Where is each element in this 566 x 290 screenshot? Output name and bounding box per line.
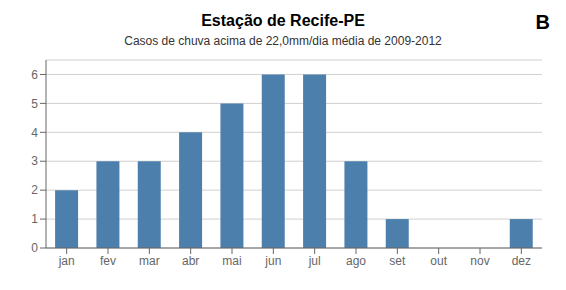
html-text:Casos de chuva acima de 22,0mm: Casos de chuva acima de 22,0mm/dia média… [124, 34, 442, 48]
svg-text:2: 2 [31, 183, 38, 197]
svg-text:jun: jun [264, 254, 281, 268]
svg-text:jul: jul [308, 254, 321, 268]
svg-text:jan: jan [58, 254, 75, 268]
svg-text:4: 4 [31, 126, 38, 140]
svg-text:fev: fev [100, 254, 116, 268]
svg-text:nov: nov [470, 254, 489, 268]
svg-text:abr: abr [182, 254, 199, 268]
svg-text:mai: mai [222, 254, 241, 268]
svg-text:3: 3 [31, 154, 38, 168]
svg-text:dez: dez [512, 254, 531, 268]
svg-text:ago: ago [346, 254, 366, 268]
svg-text:5: 5 [31, 97, 38, 111]
svg-text:0: 0 [31, 241, 38, 255]
html-text:B: B [535, 11, 550, 33]
svg-text:6: 6 [31, 68, 38, 82]
svg-text:set: set [389, 254, 406, 268]
svg-text:mar: mar [139, 254, 160, 268]
svg-text:1: 1 [31, 212, 38, 226]
html-text:Estação de Recife-PE: Estação de Recife-PE [201, 12, 365, 29]
svg-text:out: out [430, 254, 447, 268]
